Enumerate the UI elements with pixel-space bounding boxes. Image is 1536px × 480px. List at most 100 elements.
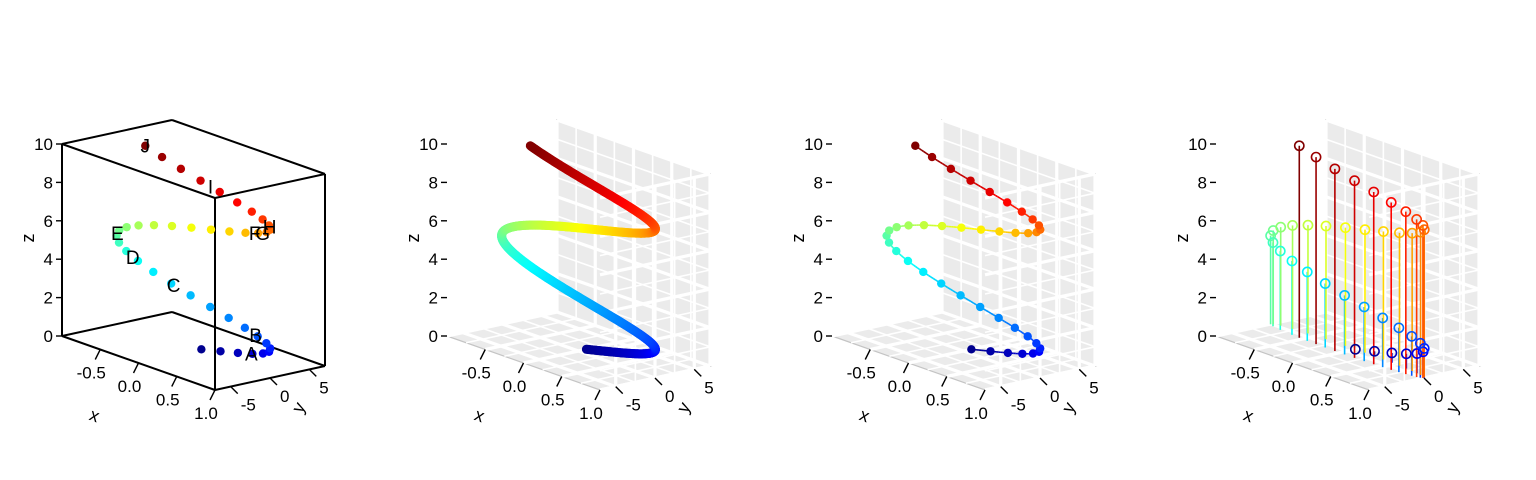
data-point — [1349, 175, 1360, 187]
x-tick — [1325, 376, 1332, 387]
data-point — [1320, 220, 1332, 232]
line-segment — [939, 161, 943, 165]
data-point — [115, 226, 124, 235]
line-segment — [899, 253, 902, 257]
y-tick — [1423, 377, 1432, 386]
z-tick-label: 8 — [814, 173, 823, 192]
grid-line — [556, 195, 711, 253]
data-point — [224, 313, 233, 323]
line-segment — [923, 150, 927, 154]
grid-line — [941, 272, 1096, 330]
z-tick-label: 6 — [44, 212, 53, 231]
data-point — [233, 198, 242, 207]
data-point — [1411, 214, 1423, 225]
x-tick-label: 0.0 — [1272, 377, 1296, 396]
data-point — [134, 221, 143, 230]
line-segment — [980, 185, 984, 189]
line-segment — [997, 195, 1001, 199]
grid-line — [941, 233, 1096, 291]
line-segment — [934, 158, 939, 162]
z-tick-label: 6 — [814, 212, 823, 231]
z-tick-label: 6 — [1198, 212, 1207, 231]
grid-line — [886, 322, 1041, 380]
z-tick-label: 10 — [804, 135, 823, 154]
line-segment — [911, 263, 915, 266]
y-tick-label: 0 — [280, 387, 289, 406]
data-point — [892, 222, 901, 232]
line-segment — [999, 197, 1003, 201]
data-point — [205, 302, 215, 312]
line-segment — [890, 245, 894, 248]
x-tick — [132, 362, 140, 374]
z-tick-label: 2 — [429, 289, 438, 308]
data-point — [114, 238, 124, 247]
z-tick-label: 4 — [814, 250, 823, 269]
data-point — [1377, 312, 1389, 324]
data-point — [919, 220, 929, 230]
data-point — [1319, 278, 1331, 289]
data-point — [122, 222, 131, 232]
line-segment — [918, 147, 922, 151]
y-tick-label: 5 — [1473, 378, 1482, 397]
data-point — [1265, 230, 1276, 242]
x-tick-label: 1.0 — [964, 404, 988, 423]
point-label-J: J — [141, 137, 151, 158]
data-point — [937, 221, 947, 231]
data-point — [186, 291, 195, 300]
data-point — [1414, 337, 1426, 349]
data-point — [216, 347, 225, 356]
data-point — [253, 228, 263, 238]
z-tick-label: 8 — [44, 173, 53, 192]
data-point — [1018, 349, 1027, 358]
y-axis-label: y — [673, 399, 695, 416]
box-edge — [171, 311, 326, 367]
line-segment — [902, 256, 906, 259]
y-tick-label: 5 — [704, 378, 713, 397]
x-axis-label: x — [1241, 404, 1256, 426]
line-segment — [949, 288, 954, 292]
grid-line — [556, 118, 711, 176]
x-tick — [556, 376, 563, 387]
data-point — [262, 339, 271, 348]
x-tick — [979, 389, 986, 401]
data-point — [966, 176, 975, 185]
y-tick-label: 0 — [1050, 387, 1059, 406]
line-segment — [962, 175, 966, 179]
data-point — [976, 225, 986, 234]
data-point — [1378, 226, 1389, 237]
y-tick-label: -5 — [241, 396, 256, 415]
grid-line — [501, 322, 656, 380]
data-point — [1034, 221, 1044, 230]
line-segment — [1031, 338, 1034, 342]
data-point — [1275, 221, 1287, 233]
line-segment — [928, 274, 932, 278]
data-point — [1417, 220, 1429, 231]
x-tick-label: 0.0 — [503, 377, 527, 396]
line-segment — [954, 170, 959, 174]
y-tick-label: 0 — [665, 387, 674, 406]
line-segment — [1019, 330, 1023, 334]
data-point — [1400, 348, 1412, 360]
data-point — [1385, 197, 1397, 208]
x-tick — [594, 389, 601, 401]
z-tick-label: 10 — [1188, 135, 1207, 154]
z-tick-label: 6 — [429, 212, 438, 231]
x-tick — [209, 389, 216, 401]
panel-1-points: 0 2 4 6 8 10 z -0.5 0.0 0.5 1.0 x -5 0 5y AB C DE FGH I J — [18, 119, 329, 426]
line-segment — [944, 164, 948, 168]
line-segment — [935, 279, 939, 283]
line-segment — [1002, 319, 1006, 323]
grid-line — [906, 318, 1060, 375]
data-point — [1010, 323, 1020, 333]
data-point — [196, 176, 205, 185]
box-edge — [171, 119, 326, 175]
y-tick-label: -5 — [626, 396, 641, 415]
panel-4-hollow-points+vertical-lines: 0 2 4 6 8 10 z -0.5 0.0 0.5 1.0 x -5 0 5y — [1172, 118, 1483, 426]
panel-3-line+points: 0 2 4 6 8 10 z -0.5 0.0 0.5 1.0 x -5 0 5y — [788, 118, 1099, 426]
line-segment — [975, 182, 979, 186]
line-segment — [967, 299, 972, 303]
x-axis-label: x — [472, 404, 487, 426]
data-point — [1011, 228, 1020, 238]
grid-line — [1325, 215, 1480, 271]
